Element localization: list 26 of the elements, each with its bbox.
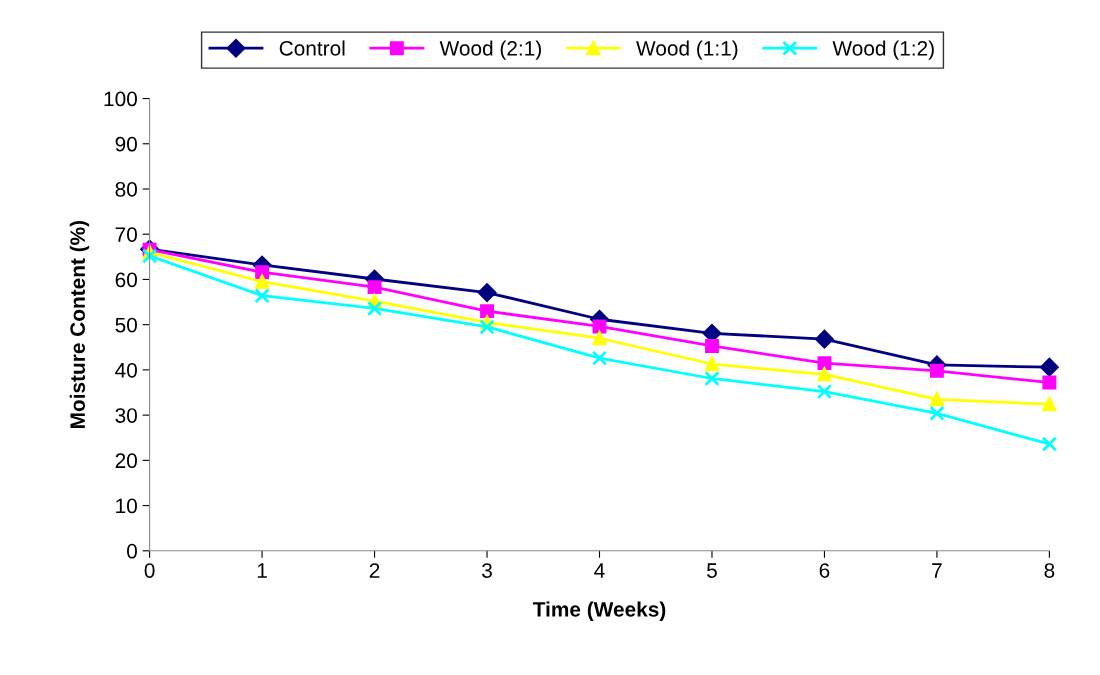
legend-label: Wood (1:2)	[832, 40, 934, 60]
x-tick-label: 4	[594, 563, 605, 578]
x-tick-label: 2	[369, 563, 380, 578]
x-tick-label: 8	[1044, 563, 1055, 578]
x-tick-label: 3	[482, 563, 492, 578]
y-tick-label: 40	[115, 362, 137, 378]
y-tick-label: 10	[116, 498, 137, 514]
x-axis-title: Time (Weeks)	[532, 601, 666, 621]
y-axis-title: Moisture Content (%)	[69, 220, 90, 429]
y-tick-label: 80	[115, 182, 137, 197]
legend-label: Wood (2:1)	[439, 40, 541, 60]
y-tick-label: 50	[115, 317, 137, 333]
x-tick-label: 1	[257, 563, 267, 578]
y-tick-label: 60	[115, 272, 137, 288]
y-tick-label: 30	[115, 408, 137, 423]
legend-label: Wood (1:1)	[636, 40, 738, 60]
y-tick-label: 100	[104, 91, 137, 107]
y-tick-label: 90	[115, 136, 137, 152]
x-tick-label: 6	[819, 563, 830, 578]
y-tick-label: 70	[115, 227, 137, 242]
legend-label: Control	[279, 40, 345, 56]
x-tick-label: 5	[707, 563, 717, 578]
x-tick-label: 0	[144, 563, 155, 578]
y-tick-label: 0	[127, 543, 137, 559]
y-tick-label: 20	[115, 453, 137, 469]
x-tick-label: 7	[932, 563, 942, 578]
